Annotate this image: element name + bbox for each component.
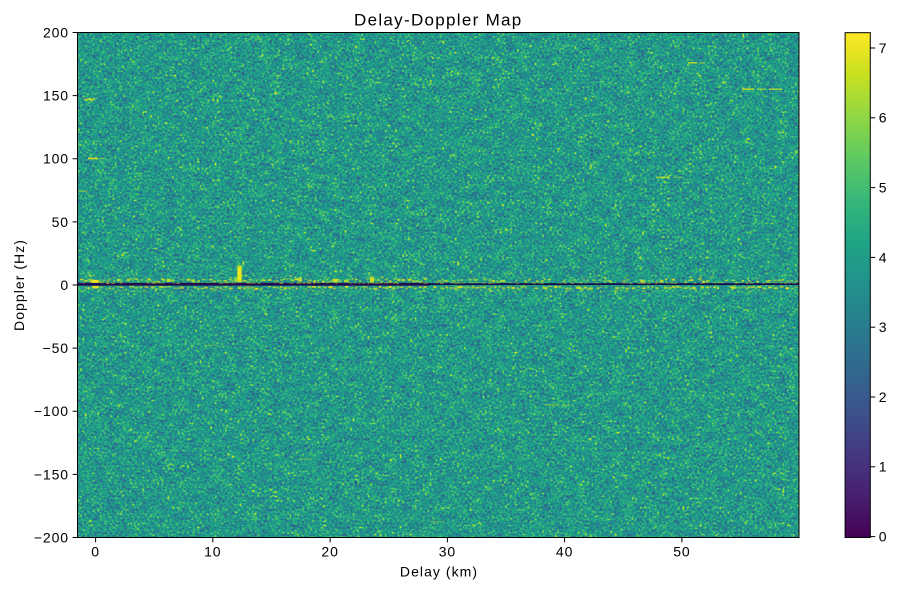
svg-text:50: 50	[673, 544, 690, 560]
svg-text:0: 0	[91, 544, 100, 560]
svg-text:7: 7	[879, 40, 888, 56]
svg-text:0: 0	[879, 529, 888, 545]
svg-text:6: 6	[879, 110, 888, 126]
svg-text:−150: −150	[34, 466, 69, 482]
svg-text:2: 2	[879, 389, 888, 405]
svg-text:20: 20	[321, 544, 338, 560]
svg-text:40: 40	[556, 544, 573, 560]
svg-text:0: 0	[60, 277, 69, 293]
svg-text:3: 3	[879, 319, 888, 335]
svg-text:Doppler (Hz): Doppler (Hz)	[11, 239, 27, 331]
svg-text:200: 200	[43, 24, 69, 40]
svg-text:10: 10	[204, 544, 221, 560]
svg-text:−50: −50	[43, 340, 69, 356]
svg-text:−200: −200	[34, 529, 69, 545]
svg-text:100: 100	[43, 151, 69, 167]
svg-text:30: 30	[439, 544, 456, 560]
svg-text:Delay-Doppler Map: Delay-Doppler Map	[354, 11, 523, 30]
svg-text:Delay (km): Delay (km)	[400, 563, 478, 579]
svg-text:4: 4	[879, 249, 888, 265]
svg-text:150: 150	[43, 88, 69, 104]
svg-text:1: 1	[879, 459, 888, 475]
svg-text:5: 5	[879, 180, 888, 196]
svg-text:−100: −100	[34, 403, 69, 419]
svg-text:50: 50	[52, 214, 69, 230]
